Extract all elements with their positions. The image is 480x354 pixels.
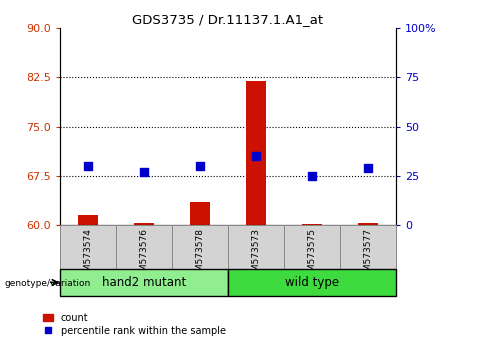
Bar xyxy=(134,223,154,225)
Text: GSM573578: GSM573578 xyxy=(195,228,204,283)
Bar xyxy=(228,225,284,269)
Point xyxy=(308,173,316,178)
Text: genotype/variation: genotype/variation xyxy=(5,279,91,289)
Bar xyxy=(60,225,116,269)
Title: GDS3735 / Dr.11137.1.A1_at: GDS3735 / Dr.11137.1.A1_at xyxy=(132,13,324,26)
Text: GSM573576: GSM573576 xyxy=(140,228,148,283)
Bar xyxy=(116,225,172,269)
Point xyxy=(364,165,372,171)
Text: hand2 mutant: hand2 mutant xyxy=(102,276,186,289)
Point xyxy=(196,163,204,169)
Text: GSM573575: GSM573575 xyxy=(308,228,316,283)
Bar xyxy=(172,225,228,269)
Bar xyxy=(60,269,228,296)
Bar xyxy=(284,225,340,269)
Legend: count, percentile rank within the sample: count, percentile rank within the sample xyxy=(43,313,226,336)
Bar xyxy=(358,223,378,225)
Bar xyxy=(228,269,396,296)
Bar xyxy=(190,202,210,225)
Point xyxy=(140,169,148,175)
Text: GSM573573: GSM573573 xyxy=(252,228,261,283)
Bar xyxy=(340,225,396,269)
Bar xyxy=(246,81,266,225)
Text: GSM573577: GSM573577 xyxy=(363,228,372,283)
Point xyxy=(252,153,260,159)
Point xyxy=(84,163,92,169)
Bar xyxy=(78,215,98,225)
Bar xyxy=(302,224,322,225)
Text: wild type: wild type xyxy=(285,276,339,289)
Text: GSM573574: GSM573574 xyxy=(84,228,93,283)
